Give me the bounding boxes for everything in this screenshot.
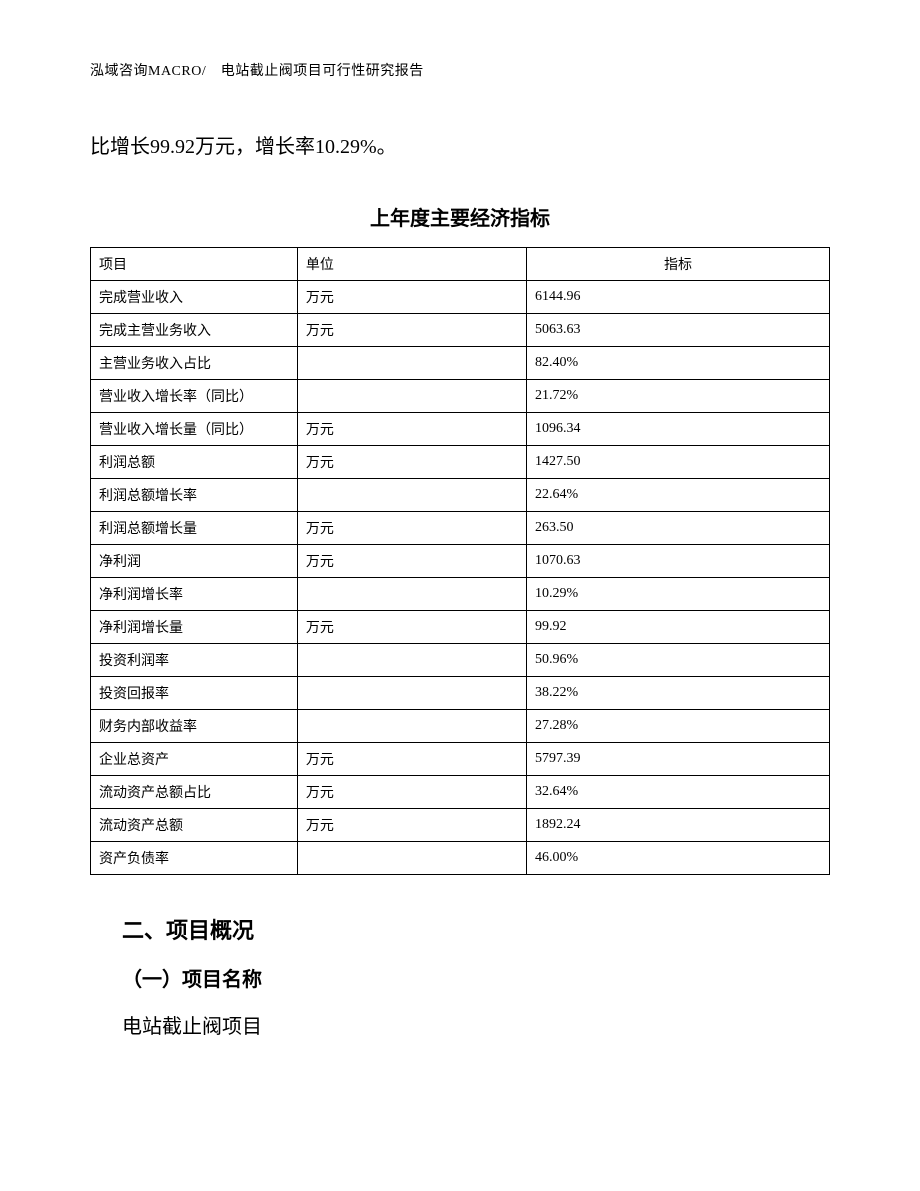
table-row: 主营业务收入占比 82.40% (91, 347, 830, 380)
cell-unit: 万元 (297, 743, 526, 776)
table-row: 利润总额 万元 1427.50 (91, 446, 830, 479)
cell-value: 22.64% (526, 479, 829, 512)
table-row: 利润总额增长量 万元 263.50 (91, 512, 830, 545)
cell-unit: 万元 (297, 809, 526, 842)
table-row: 完成主营业务收入 万元 5063.63 (91, 314, 830, 347)
project-name-text: 电站截止阀项目 (122, 1008, 830, 1046)
cell-value: 1892.24 (526, 809, 829, 842)
table-header-row: 项目 单位 指标 (91, 248, 830, 281)
cell-unit (297, 677, 526, 710)
cell-value: 99.92 (526, 611, 829, 644)
intro-text: 比增长99.92万元，增长率10.29%。 (90, 128, 830, 166)
col-header-item: 项目 (91, 248, 298, 281)
cell-value: 32.64% (526, 776, 829, 809)
table-body: 完成营业收入 万元 6144.96 完成主营业务收入 万元 5063.63 主营… (91, 281, 830, 875)
cell-unit (297, 479, 526, 512)
cell-item: 企业总资产 (91, 743, 298, 776)
cell-value: 27.28% (526, 710, 829, 743)
cell-value: 50.96% (526, 644, 829, 677)
cell-item: 财务内部收益率 (91, 710, 298, 743)
table-row: 营业收入增长量（同比） 万元 1096.34 (91, 413, 830, 446)
cell-unit: 万元 (297, 314, 526, 347)
table-row: 营业收入增长率（同比） 21.72% (91, 380, 830, 413)
cell-unit (297, 347, 526, 380)
cell-value: 1070.63 (526, 545, 829, 578)
cell-unit: 万元 (297, 776, 526, 809)
table-row: 企业总资产 万元 5797.39 (91, 743, 830, 776)
cell-unit (297, 710, 526, 743)
cell-unit: 万元 (297, 512, 526, 545)
table-row: 净利润增长率 10.29% (91, 578, 830, 611)
table-row: 投资回报率 38.22% (91, 677, 830, 710)
table-row: 利润总额增长率 22.64% (91, 479, 830, 512)
cell-item: 完成营业收入 (91, 281, 298, 314)
cell-item: 完成主营业务收入 (91, 314, 298, 347)
cell-unit (297, 578, 526, 611)
cell-value: 263.50 (526, 512, 829, 545)
cell-item: 净利润增长率 (91, 578, 298, 611)
cell-item: 利润总额增长率 (91, 479, 298, 512)
cell-value: 82.40% (526, 347, 829, 380)
col-header-unit: 单位 (297, 248, 526, 281)
cell-value: 1427.50 (526, 446, 829, 479)
subsection-heading: （一）项目名称 (122, 963, 830, 992)
cell-item: 利润总额 (91, 446, 298, 479)
table-row: 净利润 万元 1070.63 (91, 545, 830, 578)
document-page: 泓域咨询MACRO/ 电站截止阀项目可行性研究报告 比增长99.92万元，增长率… (0, 0, 920, 1106)
table-row: 净利润增长量 万元 99.92 (91, 611, 830, 644)
economic-indicators-table: 项目 单位 指标 完成营业收入 万元 6144.96 完成主营业务收入 万元 5… (90, 247, 830, 875)
cell-unit (297, 644, 526, 677)
cell-unit (297, 842, 526, 875)
cell-unit: 万元 (297, 281, 526, 314)
cell-item: 净利润增长量 (91, 611, 298, 644)
table-row: 流动资产总额占比 万元 32.64% (91, 776, 830, 809)
section-heading: 二、项目概况 (122, 913, 830, 945)
cell-item: 投资利润率 (91, 644, 298, 677)
cell-value: 5063.63 (526, 314, 829, 347)
cell-item: 资产负债率 (91, 842, 298, 875)
cell-value: 5797.39 (526, 743, 829, 776)
cell-item: 流动资产总额 (91, 809, 298, 842)
cell-unit (297, 380, 526, 413)
cell-unit: 万元 (297, 545, 526, 578)
cell-item: 营业收入增长量（同比） (91, 413, 298, 446)
cell-unit: 万元 (297, 413, 526, 446)
cell-item: 营业收入增长率（同比） (91, 380, 298, 413)
cell-value: 21.72% (526, 380, 829, 413)
cell-item: 投资回报率 (91, 677, 298, 710)
cell-unit: 万元 (297, 611, 526, 644)
cell-value: 10.29% (526, 578, 829, 611)
table-row: 完成营业收入 万元 6144.96 (91, 281, 830, 314)
cell-item: 流动资产总额占比 (91, 776, 298, 809)
col-header-value: 指标 (526, 248, 829, 281)
table-title: 上年度主要经济指标 (90, 202, 830, 231)
table-row: 财务内部收益率 27.28% (91, 710, 830, 743)
cell-item: 利润总额增长量 (91, 512, 298, 545)
cell-unit: 万元 (297, 446, 526, 479)
cell-value: 38.22% (526, 677, 829, 710)
cell-item: 净利润 (91, 545, 298, 578)
cell-item: 主营业务收入占比 (91, 347, 298, 380)
cell-value: 1096.34 (526, 413, 829, 446)
table-row: 流动资产总额 万元 1892.24 (91, 809, 830, 842)
page-header: 泓域咨询MACRO/ 电站截止阀项目可行性研究报告 (90, 60, 830, 80)
table-row: 资产负债率 46.00% (91, 842, 830, 875)
cell-value: 46.00% (526, 842, 829, 875)
cell-value: 6144.96 (526, 281, 829, 314)
table-row: 投资利润率 50.96% (91, 644, 830, 677)
